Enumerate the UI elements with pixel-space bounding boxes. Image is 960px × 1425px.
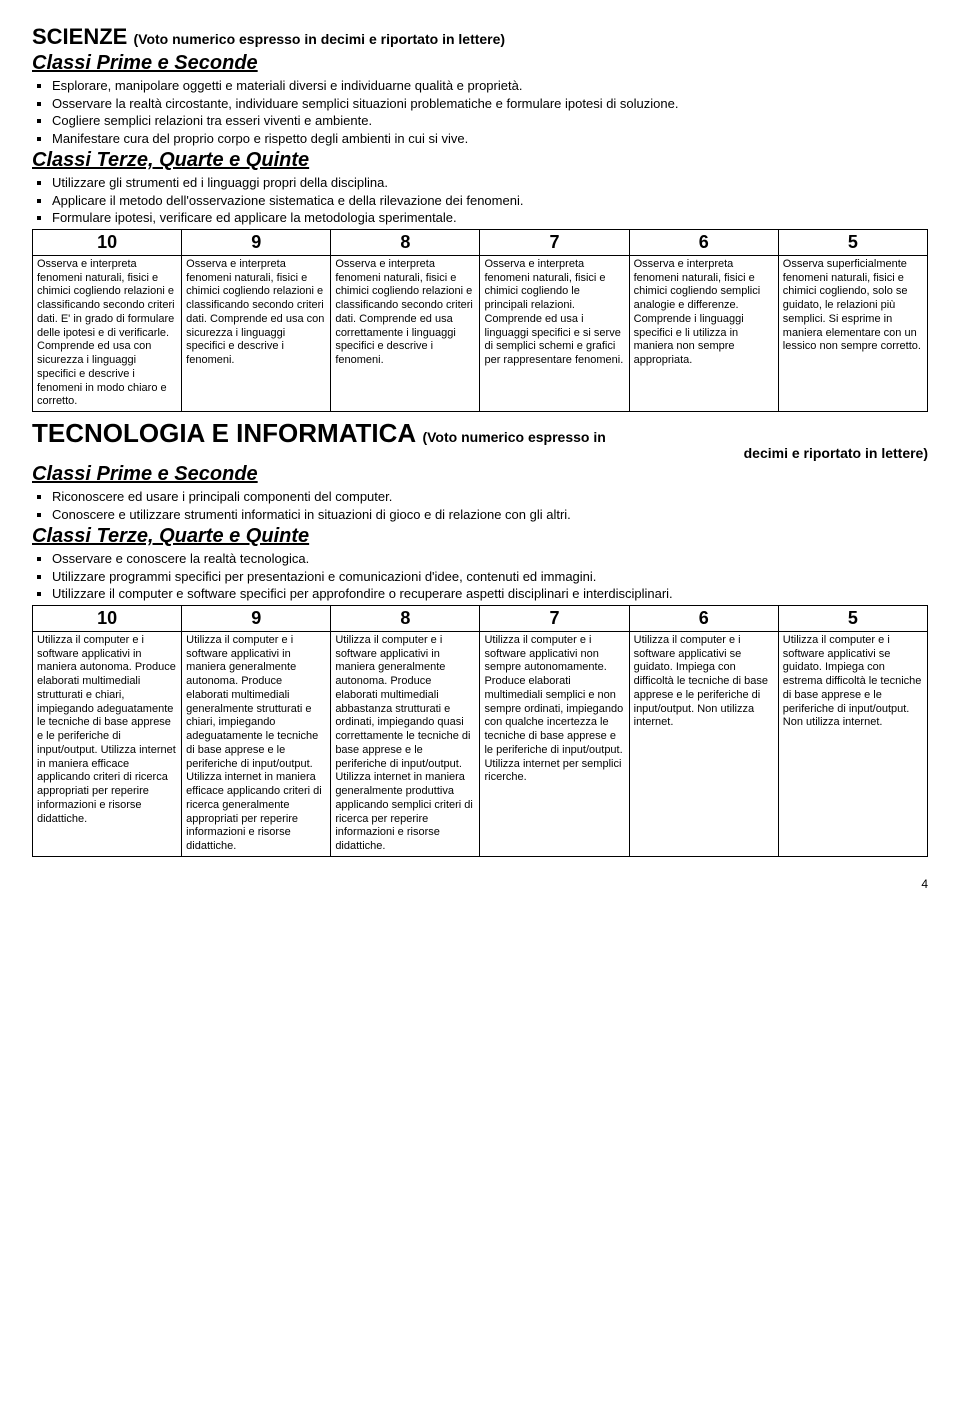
col-header: 6	[629, 605, 778, 631]
scienze-title-sub: (Voto numerico espresso in decimi e ripo…	[133, 31, 505, 47]
bullet: Osservare e conoscere la realtà tecnolog…	[52, 550, 928, 568]
bullet: Formulare ipotesi, verificare ed applica…	[52, 209, 928, 227]
scienze-bullets2: Utilizzare gli strumenti ed i linguaggi …	[32, 174, 928, 227]
scienze-bullets1: Esplorare, manipolare oggetti e material…	[32, 77, 928, 147]
tecnologia-section: TECNOLOGIA E INFORMATICA (Voto numerico …	[32, 418, 928, 857]
col-header: 7	[480, 605, 629, 631]
col-header: 9	[182, 605, 331, 631]
tecno-sub2: Classi Terze, Quarte e Quinte	[32, 525, 928, 548]
table-row: Utilizza il computer e i software applic…	[33, 631, 928, 856]
col-header: 5	[778, 229, 927, 255]
scienze-sub2: Classi Terze, Quarte e Quinte	[32, 149, 928, 172]
tecno-title-sub: (Voto numerico espresso in	[422, 429, 605, 445]
table-cell: Osserva superficialmente fenomeni natura…	[778, 255, 927, 411]
table-cell: Utilizza il computer e i software applic…	[778, 631, 927, 856]
col-header: 5	[778, 605, 927, 631]
col-header: 7	[480, 229, 629, 255]
scienze-title-main: SCIENZE	[32, 24, 127, 49]
table-cell: Osserva e interpreta fenomeni naturali, …	[480, 255, 629, 411]
bullet: Osservare la realtà circostante, individ…	[52, 95, 928, 113]
col-header: 6	[629, 229, 778, 255]
bullet: Conoscere e utilizzare strumenti informa…	[52, 506, 928, 524]
bullet: Riconoscere ed usare i principali compon…	[52, 488, 928, 506]
scienze-sub1: Classi Prime e Seconde	[32, 52, 928, 75]
bullet: Esplorare, manipolare oggetti e material…	[52, 77, 928, 95]
table-cell: Utilizza il computer e i software applic…	[480, 631, 629, 856]
col-header: 8	[331, 229, 480, 255]
tecno-title-main: TECNOLOGIA E INFORMATICA	[32, 418, 415, 448]
table-row: Osserva e interpreta fenomeni naturali, …	[33, 255, 928, 411]
bullet: Cogliere semplici relazioni tra esseri v…	[52, 112, 928, 130]
col-header: 8	[331, 605, 480, 631]
table-cell: Osserva e interpreta fenomeni naturali, …	[331, 255, 480, 411]
table-cell: Osserva e interpreta fenomeni naturali, …	[182, 255, 331, 411]
scienze-section: SCIENZE (Voto numerico espresso in decim…	[32, 24, 928, 412]
table-cell: Osserva e interpreta fenomeni naturali, …	[629, 255, 778, 411]
tecno-bullets1: Riconoscere ed usare i principali compon…	[32, 488, 928, 523]
bullet: Utilizzare programmi specifici per prese…	[52, 568, 928, 586]
table-cell: Osserva e interpreta fenomeni naturali, …	[33, 255, 182, 411]
table-cell: Utilizza il computer e i software applic…	[629, 631, 778, 856]
page-number: 4	[32, 877, 928, 891]
table-header-row: 10 9 8 7 6 5	[33, 229, 928, 255]
table-cell: Utilizza il computer e i software applic…	[331, 631, 480, 856]
table-cell: Utilizza il computer e i software applic…	[182, 631, 331, 856]
col-header: 10	[33, 229, 182, 255]
table-header-row: 10 9 8 7 6 5	[33, 605, 928, 631]
tecno-bullets2: Osservare e conoscere la realtà tecnolog…	[32, 550, 928, 603]
bullet: Utilizzare il computer e software specif…	[52, 585, 928, 603]
bullet: Applicare il metodo dell'osservazione si…	[52, 192, 928, 210]
tecno-table: 10 9 8 7 6 5 Utilizza il computer e i so…	[32, 605, 928, 857]
table-cell: Utilizza il computer e i software applic…	[33, 631, 182, 856]
col-header: 9	[182, 229, 331, 255]
scienze-title: SCIENZE (Voto numerico espresso in decim…	[32, 24, 928, 50]
bullet: Utilizzare gli strumenti ed i linguaggi …	[52, 174, 928, 192]
tecno-sub1: Classi Prime e Seconde	[32, 463, 928, 486]
col-header: 10	[33, 605, 182, 631]
bullet: Manifestare cura del proprio corpo e ris…	[52, 130, 928, 148]
scienze-table: 10 9 8 7 6 5 Osserva e interpreta fenome…	[32, 229, 928, 412]
